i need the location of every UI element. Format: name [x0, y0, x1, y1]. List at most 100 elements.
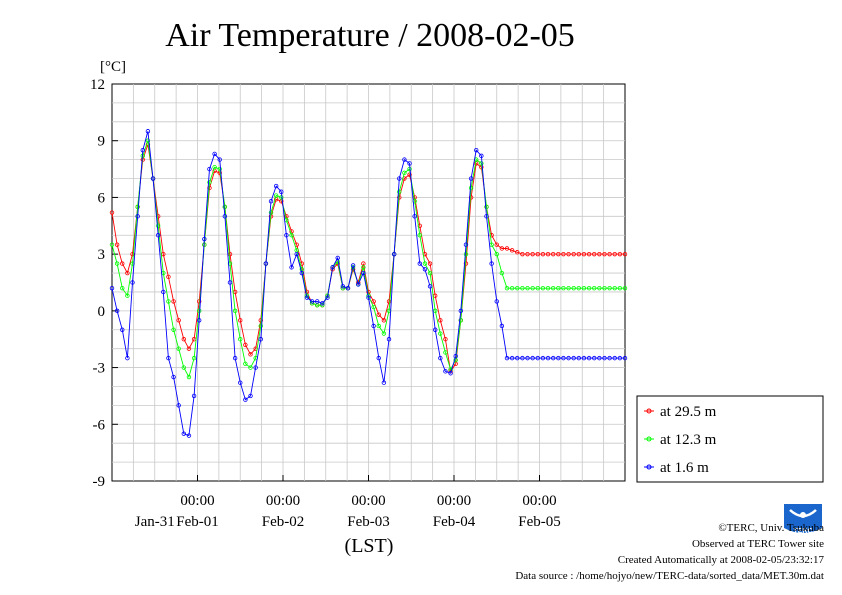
data-point [109, 285, 115, 291]
data-point [499, 323, 505, 329]
data-point [243, 397, 248, 402]
data-point [422, 261, 428, 266]
x-tick-date: Feb-05 [518, 514, 561, 530]
y-tick-labels: 12 9 6 3 0 -3 -6 -9 [90, 77, 118, 490]
data-point [150, 176, 156, 181]
data-point [489, 233, 494, 238]
data-point [443, 369, 448, 374]
data-point [556, 251, 561, 257]
y-tick-label: -9 [93, 474, 106, 490]
data-point [207, 180, 212, 185]
data-point [576, 285, 582, 291]
x-tick-time: 00:00 [522, 493, 556, 509]
data-point [217, 157, 222, 162]
data-point [376, 355, 381, 361]
data-point [417, 261, 422, 266]
data-point [515, 355, 520, 361]
data-point [371, 299, 376, 304]
legend-label: at 1.6 m [660, 460, 709, 476]
data-point [109, 210, 115, 215]
legend-swatch-marker [646, 436, 652, 442]
data-point [109, 242, 115, 247]
data-point [443, 350, 448, 355]
data-point [376, 312, 381, 317]
data-point [268, 199, 274, 204]
logo-shield-icon [784, 504, 822, 533]
data-point [427, 284, 433, 289]
data-point [540, 285, 546, 291]
data-point [238, 380, 243, 385]
data-point [294, 251, 299, 257]
data-point [197, 318, 202, 323]
data-point [520, 251, 525, 257]
x-tick-date: Feb-01 [176, 514, 219, 530]
data-point [130, 280, 135, 285]
data-point [273, 183, 279, 189]
data-point [545, 251, 551, 257]
data-point [417, 233, 422, 238]
data-point [561, 355, 566, 361]
data-point [622, 355, 628, 361]
data-point [540, 251, 546, 257]
source-text: Data source : /home/hojyo/new/TERC-data/… [515, 570, 824, 582]
data-point [171, 374, 176, 380]
data-point [576, 355, 582, 361]
data-point [597, 285, 602, 291]
data-point [120, 261, 125, 266]
logo-text: TERC [793, 528, 812, 535]
data-point [186, 346, 192, 351]
data-point [612, 251, 617, 257]
data-point [238, 337, 243, 342]
data-point [494, 242, 499, 247]
data-point [622, 285, 628, 291]
data-point [468, 185, 474, 191]
legend-swatch-marker [646, 408, 652, 414]
data-point [550, 285, 556, 291]
data-point [284, 233, 289, 238]
data-point [232, 308, 238, 314]
data-point [432, 327, 438, 332]
data-point [489, 261, 494, 266]
data-point [320, 301, 325, 306]
legend-label: at 12.3 m [660, 432, 717, 448]
data-point [556, 355, 561, 361]
footer: ©TERC, Univ. Tsukuba Observed at TERC To… [515, 520, 824, 584]
data-point [279, 195, 284, 200]
data-point [381, 331, 387, 336]
data-point [197, 308, 202, 314]
data-point [161, 289, 166, 295]
data-point [186, 433, 192, 438]
data-point [361, 265, 366, 270]
data-point [191, 355, 197, 361]
y-tick-label: 3 [98, 247, 106, 263]
y-tick-label: 6 [98, 190, 106, 206]
data-point [140, 147, 145, 153]
chart-title: Air Temperature / 2008-02-05 [165, 17, 575, 54]
data-point [176, 403, 181, 408]
y-tick-label: -3 [93, 361, 106, 377]
data-point [571, 285, 576, 291]
data-point [458, 318, 464, 323]
data-point [427, 261, 433, 266]
data-point [525, 251, 530, 257]
data-point [438, 355, 443, 361]
data-point [222, 204, 228, 210]
data-point [550, 355, 556, 361]
data-point [561, 251, 566, 257]
data-point [340, 284, 346, 289]
data-point [422, 267, 428, 272]
data-point [315, 299, 320, 304]
data-point [509, 355, 515, 361]
data-point [443, 337, 448, 342]
data-point [155, 233, 161, 238]
data-point [279, 189, 284, 194]
data-point [530, 355, 535, 361]
data-point [597, 251, 602, 257]
x-tick-time: 00:00 [437, 493, 471, 509]
data-point [176, 318, 181, 323]
terc-logo: TERC [784, 504, 822, 535]
data-point [530, 285, 535, 291]
x-axis-label: (LST) [345, 535, 394, 557]
data-point [248, 352, 253, 357]
